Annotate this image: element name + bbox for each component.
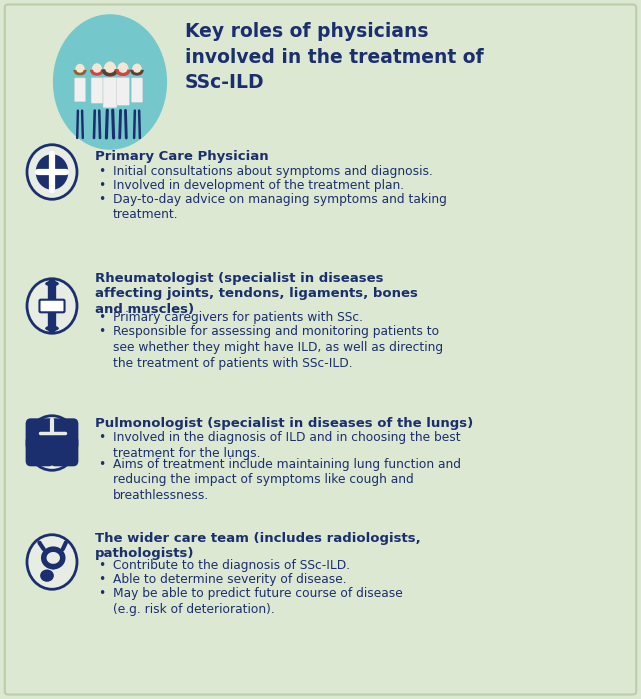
- Ellipse shape: [27, 416, 77, 470]
- Ellipse shape: [54, 15, 167, 149]
- Ellipse shape: [38, 541, 42, 544]
- Text: Primary caregivers for patients with SSc.: Primary caregivers for patients with SSc…: [113, 312, 363, 324]
- FancyBboxPatch shape: [40, 300, 65, 312]
- Text: Involved in development of the treatment plan.: Involved in development of the treatment…: [113, 178, 404, 192]
- Text: Responsible for assessing and monitoring patients to
see whether they might have: Responsible for assessing and monitoring…: [113, 326, 443, 370]
- FancyBboxPatch shape: [131, 78, 143, 102]
- FancyBboxPatch shape: [91, 78, 103, 103]
- Text: •: •: [98, 192, 105, 206]
- Text: •: •: [98, 431, 105, 445]
- Text: Involved in the diagnosis of ILD and in choosing the best
treatment for the lung: Involved in the diagnosis of ILD and in …: [113, 431, 461, 460]
- Text: Key roles of physicians
involved in the treatment of
SSc-ILD: Key roles of physicians involved in the …: [185, 22, 483, 92]
- Text: •: •: [98, 587, 105, 600]
- Text: The wider care team (includes radiologists,
pathologists): The wider care team (includes radiologis…: [95, 532, 420, 561]
- Text: May be able to predict future course of disease
(e.g. risk of deterioration).: May be able to predict future course of …: [113, 587, 403, 616]
- FancyBboxPatch shape: [26, 418, 54, 466]
- Ellipse shape: [117, 62, 129, 77]
- Text: Contribute to the diagnosis of SSc-ILD.: Contribute to the diagnosis of SSc-ILD.: [113, 559, 350, 572]
- Ellipse shape: [27, 145, 77, 199]
- Ellipse shape: [75, 64, 85, 76]
- Ellipse shape: [44, 307, 60, 313]
- Text: •: •: [98, 458, 105, 471]
- FancyBboxPatch shape: [74, 78, 85, 101]
- Ellipse shape: [40, 570, 54, 582]
- Ellipse shape: [132, 64, 142, 76]
- Text: Day-to-day advice on managing symptoms and taking
treatment.: Day-to-day advice on managing symptoms a…: [113, 192, 447, 221]
- Text: Aims of treatment include maintaining lung function and
reducing the impact of s: Aims of treatment include maintaining lu…: [113, 458, 461, 502]
- Text: •: •: [98, 573, 105, 586]
- Text: Initial consultations about symptoms and diagnosis.: Initial consultations about symptoms and…: [113, 164, 433, 178]
- Ellipse shape: [27, 535, 77, 589]
- Ellipse shape: [27, 279, 77, 333]
- Ellipse shape: [45, 326, 59, 331]
- Text: Rheumatologist (specialist in diseases
affecting joints, tendons, ligaments, bon: Rheumatologist (specialist in diseases a…: [95, 272, 418, 316]
- Text: •: •: [98, 164, 105, 178]
- Ellipse shape: [104, 62, 116, 77]
- Ellipse shape: [64, 541, 67, 544]
- FancyBboxPatch shape: [103, 78, 117, 108]
- Ellipse shape: [36, 154, 68, 189]
- Text: •: •: [98, 559, 105, 572]
- Text: Pulmonologist (specialist in diseases of the lungs): Pulmonologist (specialist in diseases of…: [95, 417, 473, 430]
- Ellipse shape: [45, 281, 59, 287]
- Ellipse shape: [44, 299, 60, 305]
- Ellipse shape: [92, 63, 103, 76]
- Text: •: •: [98, 312, 105, 324]
- Text: •: •: [98, 326, 105, 338]
- FancyBboxPatch shape: [117, 78, 129, 106]
- FancyBboxPatch shape: [50, 418, 78, 466]
- FancyBboxPatch shape: [4, 4, 637, 695]
- Text: •: •: [98, 178, 105, 192]
- Text: Able to determine severity of disease.: Able to determine severity of disease.: [113, 573, 347, 586]
- Text: Primary Care Physician: Primary Care Physician: [95, 150, 269, 163]
